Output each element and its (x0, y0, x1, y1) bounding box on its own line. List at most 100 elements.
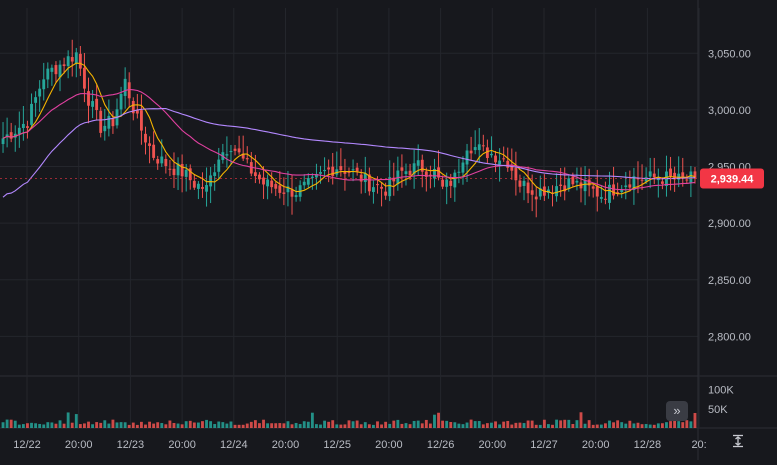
volume-bar (319, 424, 322, 428)
volume-bar (473, 421, 477, 428)
candle-body (441, 179, 445, 187)
candle-body (42, 79, 46, 90)
volume-bar (400, 423, 404, 428)
volume-bar (213, 424, 217, 428)
volume-bar (518, 422, 522, 428)
candle-body (294, 195, 298, 198)
volume-bar (640, 424, 644, 428)
volume-bar (327, 421, 331, 428)
candle-body (571, 176, 575, 185)
price-tick-label: 2,800.00 (708, 331, 751, 343)
candle-body (445, 179, 449, 187)
volume-bar (83, 423, 86, 428)
candle-body (347, 171, 351, 173)
candle-body (237, 148, 241, 153)
candle-body (139, 110, 143, 131)
volume-bar (58, 420, 62, 428)
volume-bar (376, 421, 379, 428)
price-axis[interactable]: 2,800.002,850.002,900.002,950.003,000.00… (708, 48, 751, 343)
volume-bar (689, 421, 693, 428)
time-tick-label: 20: (691, 439, 706, 451)
volume-bar (591, 424, 595, 428)
volume-bar (502, 421, 506, 428)
candle-body (490, 153, 493, 156)
volume-tick-label: 100K (708, 385, 734, 397)
volume-bar (38, 423, 42, 428)
volume-bar (380, 424, 383, 428)
volume-bar (99, 422, 103, 428)
volume-bar (241, 424, 245, 428)
candle-body (111, 118, 115, 127)
volume-bar (290, 424, 294, 428)
candle-body (103, 125, 107, 132)
candle-body (583, 180, 587, 192)
scroll-to-latest-button[interactable]: » (666, 401, 688, 421)
candle-body (302, 181, 306, 186)
time-tick-label: 12/22 (13, 439, 41, 451)
price-tick-label: 2,850.00 (708, 275, 751, 287)
candle-body (449, 180, 453, 186)
candle-body (201, 187, 204, 189)
volume-bar (551, 424, 554, 428)
candle-body (152, 144, 156, 158)
candle-body (599, 197, 603, 199)
volume-bar (412, 420, 416, 428)
volume-bar (441, 420, 445, 428)
candle-body (282, 192, 286, 194)
volume-bar (286, 421, 290, 428)
candle-body (95, 98, 99, 111)
price-tick-label: 3,050.00 (708, 48, 751, 60)
volume-bar (575, 420, 579, 428)
volume-bar (437, 412, 440, 428)
volume-bar (168, 420, 172, 428)
time-axis[interactable]: 12/22 20:00 12/23 20:00 12/24 20:00 12/25 20:00… (13, 439, 707, 451)
volume-bar (681, 422, 685, 428)
candle-body (620, 189, 624, 193)
volume-bar (583, 423, 587, 428)
candle-body (567, 178, 571, 189)
volume-bar (571, 424, 575, 428)
volume-bar (258, 423, 261, 428)
volume-bar (160, 423, 164, 428)
candle-body (343, 171, 347, 174)
candle-body (400, 167, 404, 171)
volume-bar (107, 423, 111, 428)
candle-body (78, 53, 82, 69)
volume-bar (685, 420, 689, 428)
time-tick-label: 12/24 (220, 439, 248, 451)
volume-bar (563, 419, 567, 428)
candle-body (437, 167, 440, 178)
candle-body (83, 67, 86, 89)
candle-body (526, 182, 530, 194)
volume-bar (612, 422, 615, 428)
candle-body (591, 186, 595, 189)
volume-bar (274, 423, 278, 428)
candle-body (315, 174, 318, 178)
candle-body (681, 172, 685, 177)
candle-body (184, 169, 188, 177)
auto-scale-button[interactable] (728, 434, 748, 454)
candle-body (575, 180, 579, 183)
volume-bar (526, 420, 530, 428)
volume-bar (644, 424, 648, 428)
volume-bar (445, 420, 449, 428)
candle-body (123, 78, 127, 96)
volume-bar (453, 422, 457, 428)
candle-body (213, 172, 217, 177)
volume-bar (457, 423, 461, 428)
volume-tick-label: 50K (708, 404, 728, 416)
volume-bar (164, 424, 168, 428)
candle-body (205, 185, 208, 192)
volume-bar (46, 422, 50, 428)
candle-body (510, 164, 514, 171)
candle-body (262, 177, 265, 185)
candle-body (30, 103, 33, 125)
candle-body (258, 174, 261, 180)
volume-bar (587, 420, 591, 428)
volume-bar (294, 422, 298, 428)
volume-bar (648, 424, 652, 428)
candle-body (473, 147, 477, 151)
candle-body (648, 171, 652, 177)
